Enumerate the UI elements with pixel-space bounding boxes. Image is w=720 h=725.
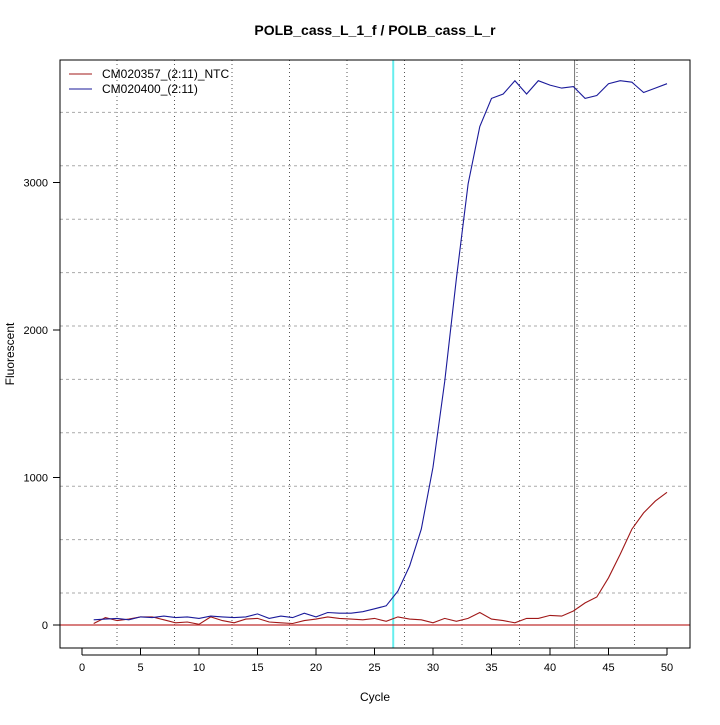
x-tick-label: 45 (602, 662, 614, 674)
series-line-0 (93, 491, 668, 625)
legend: CM020357_(2:11)_NTC CM020400_(2:11) (69, 67, 230, 96)
chart-title: POLB_cass_L_1_f / POLB_cass_L_r (254, 22, 496, 38)
legend-label-sample: CM020400_(2:11) (102, 82, 198, 96)
x-tick-label: 50 (661, 662, 673, 674)
y-axis-label: Fluorescent (3, 322, 17, 385)
x-tick-label: 30 (427, 662, 439, 674)
y-tick-label: 1000 (24, 473, 48, 485)
series-lines (93, 79, 668, 625)
x-tick-label: 25 (368, 662, 380, 674)
plot-frame (59, 59, 691, 649)
x-tick-label: 15 (251, 662, 263, 674)
y-axis: 0 1000 2000 3000 (24, 178, 60, 632)
x-tick-label: 40 (544, 662, 556, 674)
y-tick-label: 3000 (24, 178, 48, 190)
x-tick-label: 35 (485, 662, 497, 674)
series-line-1 (93, 79, 668, 621)
marker-lines (60, 60, 690, 648)
legend-label-ntc: CM020357_(2:11)_NTC (102, 67, 230, 81)
y-tick-label: 2000 (24, 325, 48, 337)
x-axis-label: Cycle (360, 690, 390, 704)
grid (60, 60, 690, 648)
y-tick-label: 0 (42, 620, 48, 632)
x-tick-label: 20 (310, 662, 322, 674)
x-tick-label: 5 (137, 662, 143, 674)
x-tick-label: 10 (193, 662, 205, 674)
x-tick-label: 0 (79, 662, 85, 674)
x-axis: 0 5 10 15 20 25 30 35 40 45 50 (79, 648, 673, 674)
